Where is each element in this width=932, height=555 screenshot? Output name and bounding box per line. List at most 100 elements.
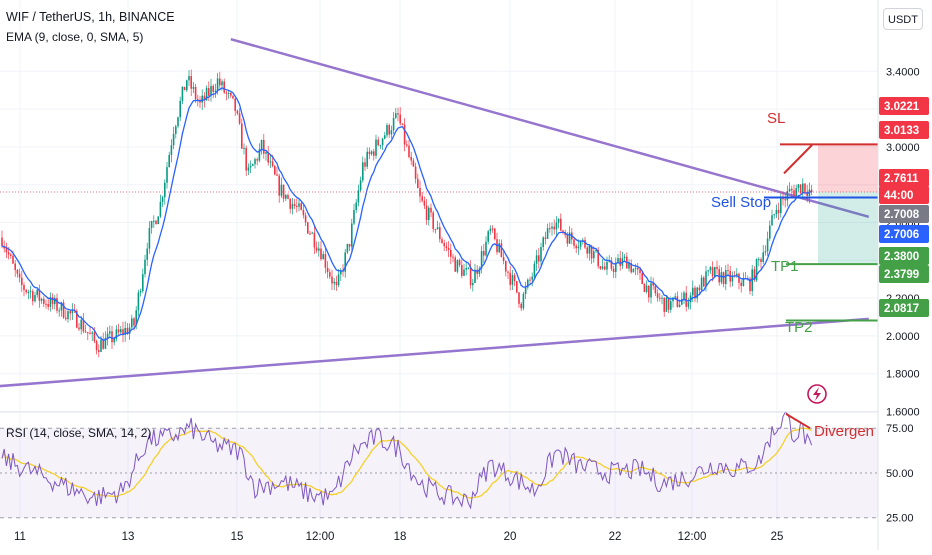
candle (16, 269, 19, 274)
candle (1, 237, 3, 247)
candle (670, 301, 672, 310)
candle (643, 283, 646, 292)
price-label-box (879, 97, 929, 115)
lightning-icon[interactable] (807, 384, 827, 404)
candle (758, 259, 760, 261)
candle (153, 220, 155, 222)
candle (458, 260, 461, 266)
candle (80, 319, 82, 330)
candle (454, 257, 456, 272)
candle (656, 293, 659, 298)
candle (285, 195, 287, 199)
candle (520, 303, 522, 309)
candle (612, 268, 615, 272)
candle (302, 209, 305, 216)
candle (87, 332, 89, 334)
candle (577, 246, 580, 249)
candle (553, 226, 555, 230)
candle (359, 180, 362, 191)
candle (617, 258, 619, 263)
candle (307, 222, 309, 234)
symbol-title[interactable]: WIF / TetherUS, 1h, BINANCE (6, 10, 175, 24)
price-label: 3.0221 (884, 101, 920, 113)
ema-legend[interactable]: EMA (9, close, 0, SMA, 5) (6, 30, 144, 44)
candle (106, 333, 109, 338)
candle (551, 226, 553, 229)
candle (507, 271, 509, 273)
candle (93, 332, 96, 342)
candle (23, 285, 25, 290)
candle (355, 202, 357, 210)
candle (95, 341, 98, 351)
candle (584, 239, 586, 248)
candle (78, 327, 80, 330)
candle (124, 327, 126, 335)
candle (205, 88, 208, 101)
candle (716, 266, 718, 270)
candle (221, 81, 223, 86)
candle (714, 266, 716, 277)
candle (353, 209, 355, 224)
candle (535, 255, 538, 264)
candle (652, 283, 654, 286)
candle (219, 78, 221, 86)
candle (430, 207, 432, 213)
candle (533, 263, 536, 277)
candle (661, 297, 663, 299)
candle (36, 289, 38, 296)
candle (326, 267, 329, 273)
currency-unit-button[interactable]: USDT (883, 8, 923, 30)
candle (425, 205, 428, 220)
candle (291, 204, 294, 209)
candle (522, 293, 525, 309)
upper-trendline[interactable] (230, 37, 870, 219)
candle (762, 252, 764, 263)
candle (696, 287, 698, 299)
candle (324, 254, 327, 268)
candle (89, 333, 91, 335)
candle (139, 291, 142, 293)
candle (168, 154, 170, 168)
candle (527, 279, 529, 288)
candle (203, 95, 206, 101)
candle (227, 92, 230, 94)
candle (436, 227, 439, 230)
candle (641, 273, 643, 284)
candle (344, 252, 346, 272)
candle (727, 270, 729, 272)
candle (469, 267, 472, 286)
rsi-legend[interactable]: RSI (14, close, SMA, 14, 2) (6, 426, 152, 440)
tp2-label[interactable]: TP2 (785, 319, 813, 336)
candle (795, 188, 797, 196)
candle (364, 162, 366, 167)
sell-stop-label[interactable]: Sell Stop (711, 194, 771, 211)
candle (296, 205, 298, 207)
candle (755, 259, 758, 281)
candle (659, 297, 661, 299)
candle (804, 183, 806, 192)
candle (575, 245, 577, 249)
candle (282, 184, 285, 199)
candle (304, 215, 307, 223)
y-tick-label: 2.0000 (886, 331, 920, 343)
sl-label[interactable]: SL (767, 110, 785, 127)
tp1-label[interactable]: TP1 (771, 258, 799, 275)
x-tick-label: 20 (504, 531, 517, 543)
candle (428, 207, 430, 220)
x-tick-label: 13 (122, 531, 135, 543)
candle (560, 218, 562, 231)
candle (599, 266, 602, 269)
rsi-tick-label: 75.00 (886, 423, 914, 435)
candle (7, 252, 10, 255)
candle (595, 249, 597, 252)
lower-trendline[interactable] (0, 317, 869, 388)
candle (414, 166, 417, 179)
candle (797, 184, 800, 189)
candle (694, 287, 696, 299)
divergence-label[interactable]: Divergen (814, 423, 874, 440)
candle (511, 275, 514, 285)
candle (164, 182, 166, 198)
candle (298, 203, 300, 207)
candle (29, 291, 32, 293)
candle (753, 269, 756, 281)
